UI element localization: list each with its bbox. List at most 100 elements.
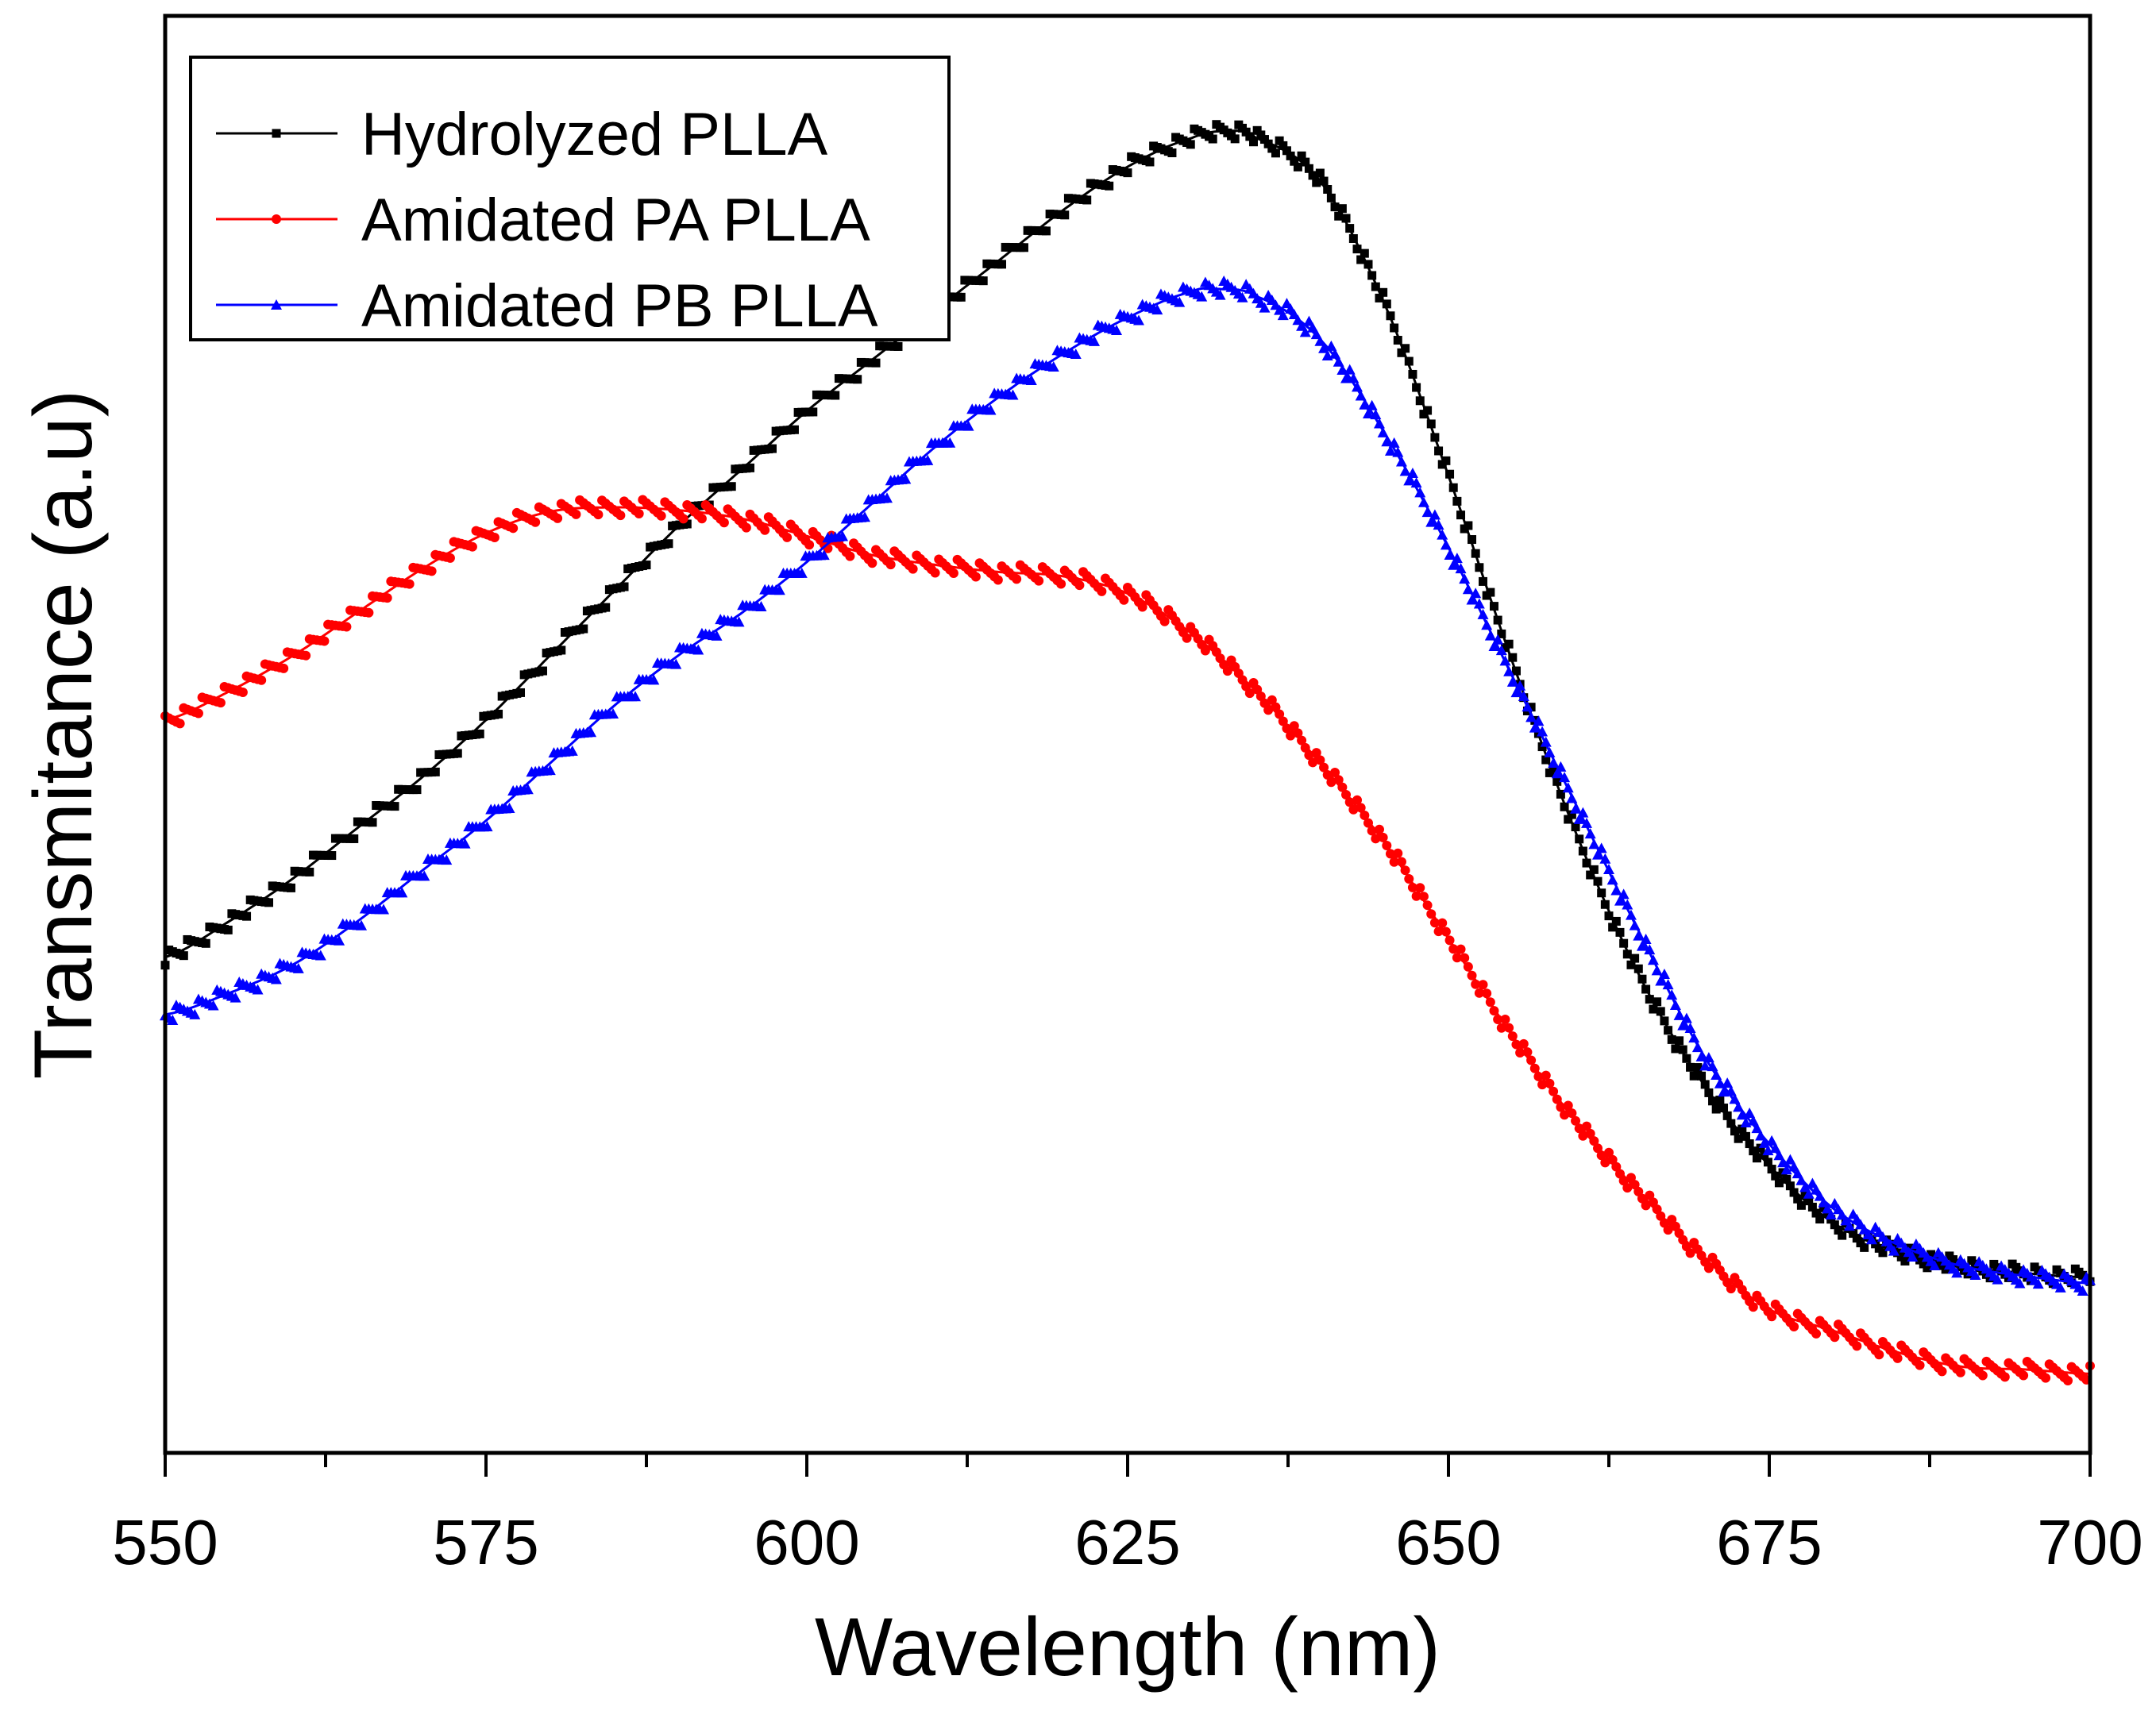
data-point — [1425, 516, 1437, 527]
data-point — [1734, 1134, 1743, 1143]
data-point — [1475, 563, 1484, 572]
data-point — [1763, 1158, 1772, 1167]
data-point — [1571, 1115, 1581, 1126]
data-point — [349, 834, 359, 843]
data-point — [1421, 507, 1433, 518]
data-point — [364, 607, 374, 618]
data-point — [566, 745, 578, 756]
data-point — [1337, 204, 1347, 214]
data-point — [682, 519, 692, 529]
legend: Hydrolyzed PLLA Amidated PA PLLA Amidated … — [189, 56, 951, 341]
data-point — [1297, 151, 1306, 160]
data-point — [1440, 539, 1452, 550]
data-point — [1515, 1047, 1525, 1058]
data-point — [859, 511, 871, 522]
data-point — [1849, 1229, 1858, 1239]
data-point — [1448, 944, 1459, 954]
data-point — [1308, 171, 1317, 180]
data-point — [1315, 168, 1325, 178]
data-point — [1510, 687, 1522, 698]
data-point — [1874, 1350, 1884, 1360]
data-point — [1464, 521, 1473, 530]
data-point — [1767, 1312, 1777, 1322]
data-point — [1311, 748, 1321, 758]
data-point — [962, 420, 974, 431]
data-point — [1455, 563, 1467, 574]
data-point — [1374, 824, 1384, 834]
data-point — [430, 767, 440, 776]
data-point — [1718, 1086, 1730, 1097]
data-point — [1704, 1088, 1714, 1097]
data-point — [1584, 828, 1596, 839]
data-point — [1074, 580, 1085, 591]
data-point — [733, 616, 745, 627]
data-point — [1923, 1263, 1932, 1273]
data-point — [1404, 356, 1414, 366]
data-point — [1697, 1071, 1707, 1081]
data-point — [1393, 336, 1402, 345]
data-point — [1478, 980, 1488, 990]
data-point — [727, 482, 736, 491]
data-point — [571, 509, 581, 519]
x-tick-label: 700 — [2037, 1507, 2143, 1578]
data-point — [1222, 666, 1232, 676]
data-point — [1471, 549, 1480, 558]
data-point — [1522, 701, 1533, 712]
data-point — [1633, 930, 1645, 941]
data-point — [1782, 1174, 1792, 1184]
data-point — [1595, 842, 1607, 853]
data-point — [1293, 728, 1303, 738]
data-point — [1651, 965, 1663, 976]
data-point — [305, 867, 314, 876]
data-point — [1174, 296, 1186, 307]
data-point — [1167, 148, 1177, 158]
data-point — [1034, 576, 1044, 586]
data-point — [1693, 1063, 1703, 1073]
data-point — [1314, 335, 1326, 346]
data-point — [993, 575, 1003, 585]
data-point — [1525, 711, 1537, 722]
data-point — [1615, 927, 1625, 937]
data-point — [900, 473, 912, 484]
data-point — [229, 992, 241, 1003]
data-point — [1352, 245, 1362, 254]
data-point — [1804, 1196, 1814, 1206]
data-point — [1355, 390, 1367, 401]
legend-entry: Amidated PB PLLA — [216, 272, 878, 340]
data-point — [2041, 1373, 2051, 1383]
data-point — [1822, 1203, 1834, 1214]
data-point — [1508, 653, 1518, 662]
data-point — [1326, 777, 1336, 788]
data-point — [1610, 884, 1622, 896]
data-point — [1348, 372, 1360, 383]
data-point — [831, 391, 840, 400]
data-point — [2077, 1285, 2089, 1296]
data-point — [404, 579, 415, 589]
data-point — [1860, 1242, 1869, 1252]
data-point — [630, 691, 642, 702]
data-point — [1493, 1014, 1503, 1024]
data-point — [1669, 1000, 1681, 1011]
data-point — [553, 513, 563, 523]
data-point — [2000, 1372, 2010, 1382]
data-point — [2019, 1370, 2029, 1381]
data-point — [1412, 383, 1421, 392]
data-point — [1649, 1004, 1658, 1014]
data-point — [922, 454, 934, 465]
legend-entries: Hydrolyzed PLLA Amidated PA PLLA Amidated … — [216, 101, 878, 340]
data-point — [1825, 1208, 1837, 1219]
data-point — [1540, 736, 1552, 747]
data-point — [1799, 1181, 1811, 1192]
data-point — [1456, 510, 1466, 520]
data-point — [503, 802, 515, 813]
data-point — [1414, 487, 1426, 498]
x-tick-label: 575 — [433, 1507, 538, 1578]
data-point — [1423, 406, 1433, 415]
data-point — [1448, 559, 1460, 570]
data-point — [1559, 772, 1571, 783]
data-point — [270, 973, 282, 984]
data-point — [670, 658, 682, 669]
data-point — [1774, 1178, 1784, 1188]
data-point — [845, 551, 855, 561]
